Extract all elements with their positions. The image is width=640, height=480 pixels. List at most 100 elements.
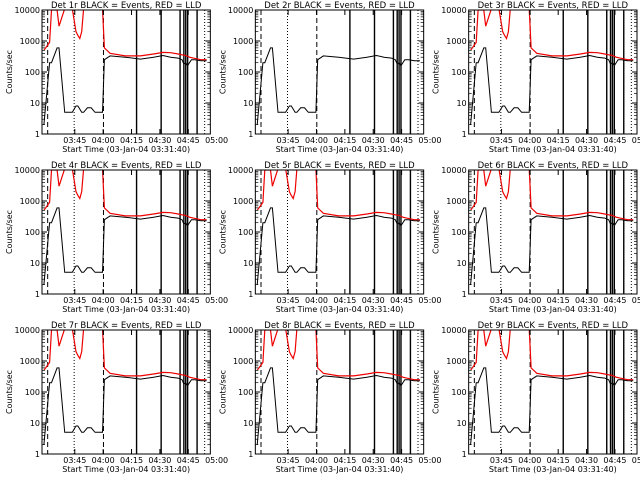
series-line-lld [43, 10, 207, 61]
y-tick-label: 1000 [446, 197, 466, 206]
series-line-lld [256, 330, 420, 381]
detector-panel-9: 1 10 100 1000 10000 03:45 04:00 04:15 04:30 04:45… [432, 321, 640, 474]
x-tick-label: 04:15 [333, 456, 356, 465]
chart-title: Det 4r BLACK = Events, RED = LLD [51, 161, 202, 171]
x-tick-label: 04:15 [547, 296, 570, 305]
y-axis-label: Counts/sec [218, 50, 227, 94]
x-axis-label: Start Time (03-Jan-04 03:31:40) [489, 465, 617, 474]
y-tick-label: 10 [456, 99, 466, 108]
y-tick-label: 10000 [228, 326, 253, 335]
x-tick-label: 03:45 [277, 136, 300, 145]
y-tick-label: 100 [25, 388, 40, 397]
chart-title: Det 1r BLACK = Events, RED = LLD [51, 1, 202, 11]
x-axis-label: Start Time (03-Jan-04 03:31:40) [62, 145, 190, 154]
y-tick-label: 100 [238, 68, 253, 77]
plot-area [43, 330, 207, 454]
x-tick-label: 04:30 [362, 456, 385, 465]
x-tick-label: 04:00 [305, 296, 328, 305]
plot-area [470, 10, 634, 134]
x-axis-label: Start Time (03-Jan-04 03:31:40) [489, 145, 617, 154]
series-line-lld [43, 170, 207, 221]
y-tick-label: 10000 [15, 166, 40, 175]
chart-title: Det 5r BLACK = Events, RED = LLD [264, 161, 415, 171]
x-tick-label: 04:00 [92, 136, 115, 145]
y-tick-label: 1000 [233, 197, 253, 206]
y-tick-label: 10000 [228, 6, 253, 15]
y-axis-label: Counts/sec [432, 210, 441, 254]
y-axis-label: Counts/sec [5, 210, 14, 254]
y-tick-label: 1 [248, 290, 253, 299]
x-tick-label: 04:00 [92, 456, 115, 465]
x-tick-label: 03:45 [490, 136, 513, 145]
y-tick-label: 10000 [441, 166, 466, 175]
x-tick-label: 04:45 [603, 296, 626, 305]
detector-panel-5: 1 10 100 1000 10000 03:45 04:00 04:15 04:30 04:45… [218, 161, 441, 314]
x-tick-label: 04:30 [362, 296, 385, 305]
x-tick-label: 04:45 [390, 296, 413, 305]
y-tick-label: 1000 [446, 37, 466, 46]
y-axis-label: Counts/sec [432, 370, 441, 414]
y-axis-label: Counts/sec [5, 370, 14, 414]
x-tick-label: 05:00 [418, 296, 441, 305]
y-tick-label: 10 [30, 99, 40, 108]
x-tick-label: 05:00 [205, 296, 228, 305]
x-tick-label: 04:30 [575, 296, 598, 305]
y-tick-label: 1 [35, 290, 40, 299]
x-tick-label: 05:00 [632, 456, 640, 465]
x-tick-label: 05:00 [205, 456, 228, 465]
y-tick-label: 1 [248, 130, 253, 139]
detector-panel-8: 1 10 100 1000 10000 03:45 04:00 04:15 04:30 04:45… [218, 321, 441, 474]
y-tick-label: 100 [25, 228, 40, 237]
series-line-events [470, 367, 634, 445]
x-tick-label: 04:15 [547, 136, 570, 145]
x-tick-label: 05:00 [418, 136, 441, 145]
y-tick-label: 1 [462, 450, 467, 459]
series-line-events [43, 47, 207, 125]
chart-title: Det 3r BLACK = Events, RED = LLD [478, 1, 629, 11]
chart-title: Det 9r BLACK = Events, RED = LLD [478, 321, 629, 331]
plot-area [470, 170, 634, 294]
x-tick-label: 04:00 [305, 136, 328, 145]
x-tick-label: 04:45 [603, 136, 626, 145]
y-tick-label: 100 [451, 68, 466, 77]
plot-area [256, 10, 420, 134]
series-line-lld [470, 330, 634, 381]
y-tick-label: 1000 [20, 37, 40, 46]
x-tick-label: 03:45 [63, 136, 86, 145]
x-tick-label: 04:30 [362, 136, 385, 145]
x-tick-label: 05:00 [632, 136, 640, 145]
y-tick-label: 100 [238, 228, 253, 237]
x-tick-label: 03:45 [277, 456, 300, 465]
x-tick-label: 04:15 [120, 296, 143, 305]
y-tick-label: 10 [30, 419, 40, 428]
x-tick-label: 04:30 [575, 136, 598, 145]
y-tick-label: 1 [35, 130, 40, 139]
y-tick-label: 1 [35, 450, 40, 459]
series-line-events [256, 207, 420, 285]
x-axis-label: Start Time (03-Jan-04 03:31:40) [276, 145, 404, 154]
y-axis-label: Counts/sec [432, 50, 441, 94]
series-line-events [43, 367, 207, 445]
x-tick-label: 04:45 [177, 296, 200, 305]
x-tick-label: 04:15 [120, 136, 143, 145]
plot-area [43, 170, 207, 294]
y-tick-label: 1000 [446, 357, 466, 366]
x-tick-label: 03:45 [63, 296, 86, 305]
x-axis-label: Start Time (03-Jan-04 03:31:40) [276, 465, 404, 474]
series-line-events [470, 207, 634, 285]
x-tick-label: 04:45 [390, 136, 413, 145]
x-tick-label: 03:45 [490, 456, 513, 465]
y-axis-label: Counts/sec [218, 210, 227, 254]
plot-area [256, 170, 420, 294]
series-line-events [470, 47, 634, 125]
y-tick-label: 1000 [20, 357, 40, 366]
detector-panel-1: 1 10 100 1000 10000 03:45 04:00 04:15 04:30 04:45… [5, 1, 228, 154]
series-line-lld [43, 330, 207, 381]
y-tick-label: 10000 [441, 6, 466, 15]
x-tick-label: 04:45 [177, 136, 200, 145]
x-tick-label: 05:00 [418, 456, 441, 465]
y-tick-label: 1 [248, 450, 253, 459]
x-tick-label: 04:30 [148, 136, 171, 145]
x-tick-label: 05:00 [205, 136, 228, 145]
